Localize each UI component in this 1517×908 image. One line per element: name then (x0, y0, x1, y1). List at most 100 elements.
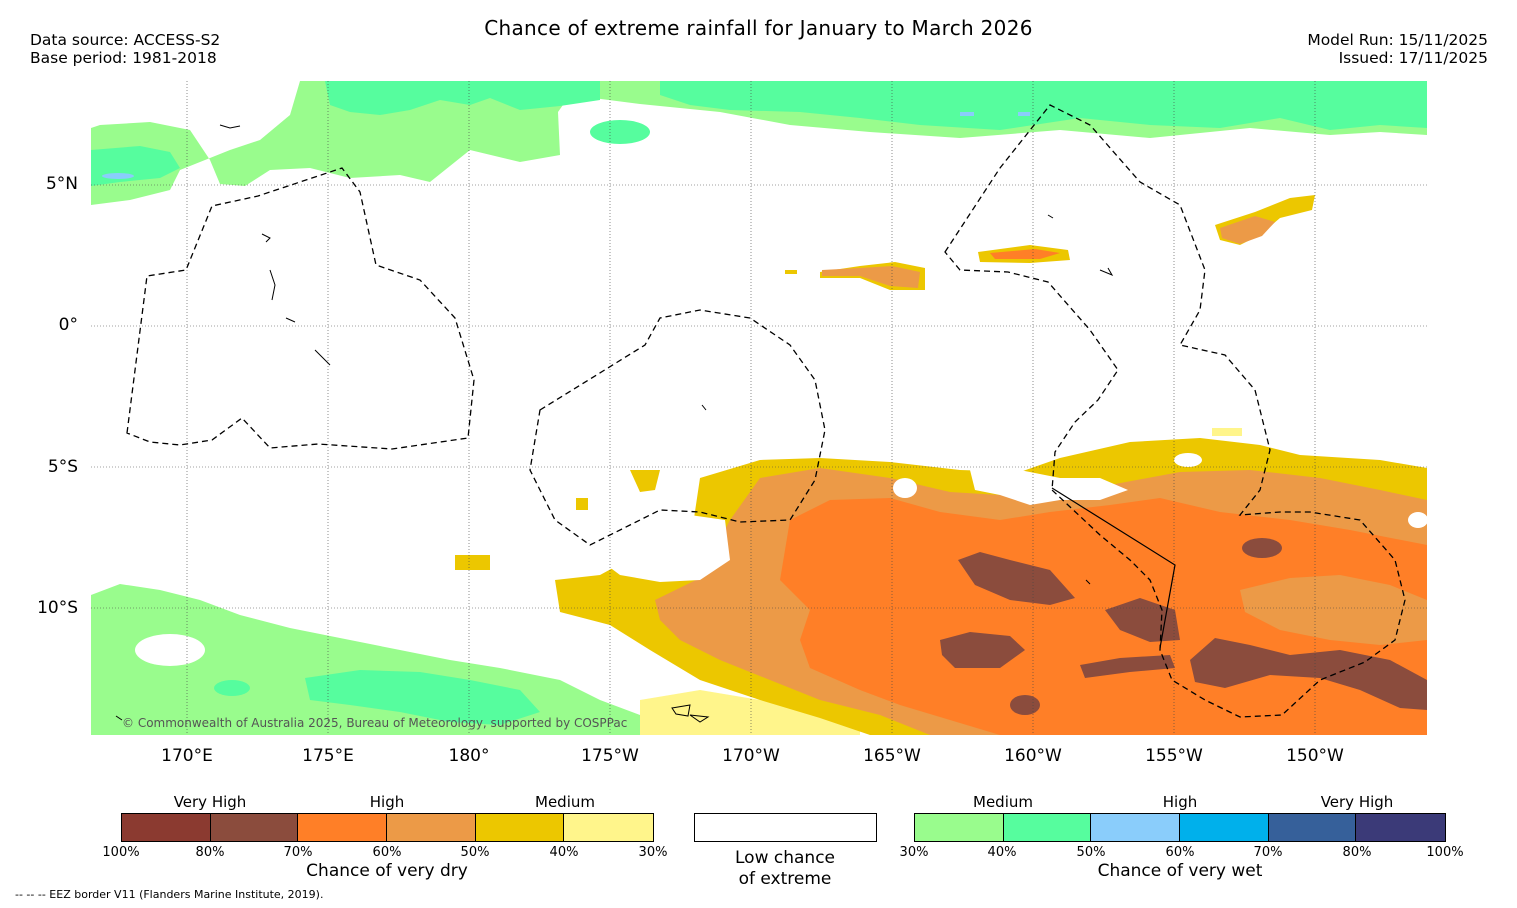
wet-swatch-30-40 (915, 814, 1004, 841)
white-gap-dry-4 (1174, 453, 1202, 467)
wet-tick-80: 80% (1342, 845, 1372, 860)
map-title: Chance of extreme rainfall for January t… (484, 16, 1033, 40)
dry-swatch-100-80 (122, 814, 211, 841)
dry-region-very-high-1 (958, 552, 1075, 605)
wet-swatch-40-50 (1003, 814, 1092, 841)
lon-label-170e: 170°E (161, 746, 213, 766)
lat-label-5s: 5°S (47, 457, 78, 477)
dry-tick-70: 70% (283, 845, 313, 860)
dry-category-very-high: Very High (173, 793, 247, 811)
eez-border-note: -- -- -- EEZ border V11 (Flanders Marine… (15, 888, 324, 901)
dry-region-very-high-6 (1242, 538, 1282, 558)
wet-swatch-70-80 (1268, 814, 1357, 841)
wet-tick-40: 40% (987, 845, 1017, 860)
dry-legend-bar (121, 813, 654, 842)
issued-date-text: Issued: 17/11/2025 (1338, 49, 1488, 67)
wet-tick-50: 50% (1076, 845, 1106, 860)
dry-patch-small-4 (785, 270, 797, 274)
dry-swatch-80-70 (210, 814, 299, 841)
map-layers (91, 81, 1427, 735)
eez-tokelau-region (529, 309, 826, 546)
dry-tick-80: 80% (195, 845, 225, 860)
wet-category-medium: Medium (973, 793, 1033, 811)
dry-patch-equator-inner (990, 249, 1060, 259)
white-gap-dry-1 (970, 468, 1128, 505)
wet-region-north-mid-2 (660, 81, 1427, 130)
data-source-text: Data source: ACCESS-S2 (30, 31, 221, 49)
dry-region-very-high-3 (940, 632, 1025, 668)
low-chance-title-line1: Low chance (735, 848, 835, 868)
wet-category-very-high: Very High (1320, 793, 1394, 811)
wet-swatch-80-100 (1356, 814, 1446, 841)
dry-patch-small-3 (576, 498, 588, 510)
base-period-text: Base period: 1981-2018 (30, 49, 217, 67)
lon-label-170w: 170°W (722, 746, 780, 766)
white-gap-south-1 (135, 634, 205, 666)
graticule (91, 81, 1427, 735)
white-gap-dry-3 (893, 478, 917, 498)
lon-label-180: 180° (448, 746, 490, 766)
wet-spot-north-blue-1 (960, 112, 974, 116)
wet-swatch-60-70 (1180, 814, 1269, 841)
dry-region-medium-light (640, 690, 860, 735)
dry-tick-100: 100% (102, 845, 140, 860)
model-run-info: Model Run: 15/11/2025 Issued: 17/11/2025 (1307, 31, 1488, 67)
wet-category-high: High (1162, 793, 1198, 811)
dry-patch-small-2 (455, 555, 490, 570)
wet-legend-bar (914, 813, 1446, 842)
dry-region-very-high-7 (1010, 695, 1040, 715)
low-chance-title: Low chance of extreme (685, 848, 885, 890)
wet-swatch-50-60 (1091, 814, 1181, 841)
wet-region-north-mid (325, 81, 600, 115)
dry-swatch-70-60 (298, 814, 388, 841)
dry-patch-central-inner (822, 266, 920, 288)
dry-region-medium-high-patch (1240, 575, 1427, 645)
white-gap-dry-5 (1408, 512, 1427, 528)
dry-patch-northeast-inner (1220, 216, 1275, 244)
lon-label-155w: 155°W (1145, 746, 1203, 766)
wet-tick-60: 60% (1165, 845, 1195, 860)
dry-legend-title: Chance of very dry (306, 861, 468, 881)
copyright-text: © Commonwealth of Australia 2025, Bureau… (122, 716, 628, 730)
dry-tick-60: 60% (372, 845, 402, 860)
wet-tick-100: 100% (1426, 845, 1464, 860)
wet-spot-northwest-blue (102, 173, 134, 179)
dry-patch-small-5 (1212, 428, 1242, 436)
dry-tick-30: 30% (638, 845, 668, 860)
dry-region-very-high-5 (1080, 655, 1175, 678)
wet-tick-30: 30% (899, 845, 929, 860)
lon-label-150w: 150°W (1286, 746, 1344, 766)
lon-label-165w: 165°W (863, 746, 921, 766)
lat-label-5n: 5°N (45, 174, 78, 194)
low-chance-swatch (694, 813, 877, 842)
dry-tick-50: 50% (460, 845, 490, 860)
dry-swatch-50-40 (475, 814, 565, 841)
lat-label-0: 0° (58, 315, 78, 335)
dry-patch-small-1 (630, 470, 660, 492)
eez-solid-border (1051, 487, 1176, 649)
wet-tick-70: 70% (1253, 845, 1283, 860)
wet-spot-north-blue-2 (1018, 112, 1030, 116)
lat-label-10s: 10°S (37, 598, 78, 618)
islands (115, 124, 1114, 723)
eez-kiribati-line (944, 104, 1406, 718)
wet-legend-title: Chance of very wet (1097, 861, 1263, 881)
dry-swatch-60-50 (387, 814, 476, 841)
dry-category-medium: Medium (535, 793, 595, 811)
lon-label-175e: 175°E (302, 746, 354, 766)
eez-borders (126, 104, 1406, 718)
white-gap-dry-2 (600, 515, 730, 582)
dry-swatch-40-30 (564, 814, 654, 841)
lon-label-160w: 160°W (1004, 746, 1062, 766)
data-source-info: Data source: ACCESS-S2 Base period: 1981… (30, 31, 220, 67)
lon-label-175w: 175°W (581, 746, 639, 766)
eez-kiribati-gilbert (126, 167, 475, 450)
low-chance-title-line2: of extreme (738, 869, 832, 889)
wet-region-south-mid (305, 670, 540, 725)
model-run-text: Model Run: 15/11/2025 (1307, 31, 1488, 49)
dry-region-very-high-4 (1190, 638, 1427, 710)
wet-spot-south-1 (214, 680, 250, 696)
dry-category-high: High (369, 793, 405, 811)
wet-spot-north-1 (590, 120, 650, 144)
dry-tick-40: 40% (549, 845, 579, 860)
